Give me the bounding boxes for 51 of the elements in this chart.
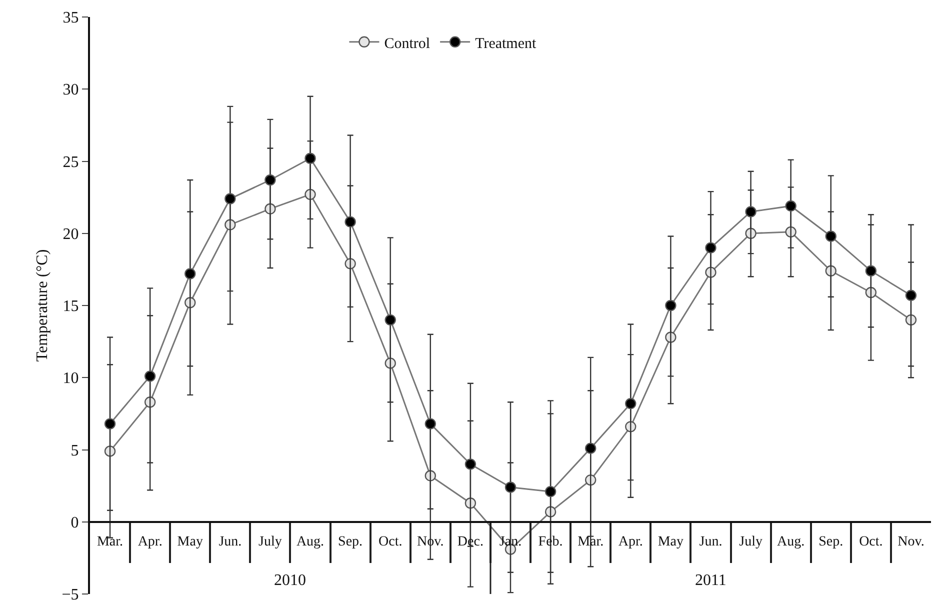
y-tick-label: 35 <box>62 10 79 27</box>
annotation: 2011 <box>695 572 726 589</box>
point <box>464 458 476 470</box>
x-tick-label: Aug. <box>296 534 324 550</box>
point <box>544 486 556 498</box>
x-tick-label: July <box>258 534 282 550</box>
x-tick-label: Oct. <box>378 534 402 550</box>
x-tick-label: Aug. <box>777 534 805 550</box>
point <box>424 418 436 430</box>
x-tick-label: May <box>658 534 684 550</box>
point <box>384 314 396 326</box>
point <box>705 242 716 254</box>
point <box>264 174 276 186</box>
point <box>144 370 156 382</box>
legend-label: Treatment <box>475 36 537 52</box>
y-tick-label: 25 <box>62 154 79 171</box>
y-tick-label: 5 <box>70 442 79 460</box>
legend-label: Control <box>384 36 430 52</box>
y-axis-title: Temperature (°C) <box>34 249 51 362</box>
x-tick-label: May <box>177 534 203 550</box>
y-tick-label: 30 <box>62 82 79 99</box>
x-tick-label: Oct. <box>859 534 883 550</box>
point <box>104 418 116 430</box>
point <box>785 200 796 212</box>
x-tick-label: Sep. <box>338 534 363 550</box>
x-tick-label: Mar. <box>96 534 124 550</box>
point <box>344 216 356 228</box>
annotation: 2010 <box>274 572 306 589</box>
x-tick-label: Apr. <box>618 534 643 550</box>
point <box>224 193 236 204</box>
point <box>585 442 596 454</box>
point <box>304 152 316 164</box>
y-tick-label: 15 <box>62 298 79 316</box>
y-tick-label: 0 <box>70 514 79 532</box>
point <box>184 268 196 280</box>
point <box>504 482 516 493</box>
point <box>905 290 917 301</box>
point <box>865 265 877 276</box>
y-tick-label: 20 <box>62 226 79 243</box>
point <box>625 398 636 410</box>
x-tick-label: Jun. <box>699 534 722 550</box>
x-tick-label: Jun. <box>218 534 242 550</box>
point <box>665 300 676 312</box>
y-tick-label: 10 <box>62 370 79 388</box>
x-tick-label: Apr. <box>138 534 162 550</box>
y-tick-label: −5 <box>62 586 79 604</box>
x-tick-label: Sep. <box>818 534 844 550</box>
point <box>825 230 836 242</box>
x-tick-label: July <box>739 534 762 550</box>
x-tick-label: Nov. <box>898 534 924 550</box>
point <box>745 206 756 218</box>
